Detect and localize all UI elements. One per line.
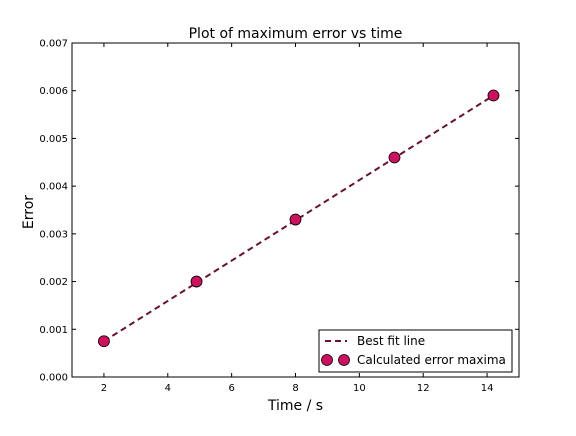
y-tick-label: 0.004	[39, 182, 68, 193]
data-point	[98, 335, 110, 348]
y-tick-label: 0.006	[39, 86, 68, 97]
x-tick-label: 8	[292, 383, 298, 394]
y-tick-label: 0.000	[39, 373, 68, 384]
data-point	[388, 151, 401, 164]
y-axis-label: Error	[21, 195, 37, 229]
x-tick-label: 4	[165, 383, 171, 394]
x-axis-label: Time / s	[267, 398, 323, 414]
legend-label-best-fit: Best fit line	[357, 334, 425, 348]
y-tick-label: 0.005	[39, 134, 68, 145]
legend-marker-1	[321, 354, 333, 366]
data-point	[487, 89, 500, 102]
data-point	[289, 213, 302, 226]
x-tick-label: 12	[417, 383, 430, 394]
legend-label-error-maxima: Calculated error maxima	[357, 353, 506, 367]
axes-frame	[71, 42, 520, 378]
x-tick-label: 14	[481, 383, 494, 394]
data-point	[190, 275, 203, 288]
y-tick-label: 0.002	[39, 277, 68, 288]
legend: Best fit line Calculated error maxima	[318, 329, 513, 373]
x-tick-labels: 2 4 6 8 10 12 14	[101, 383, 494, 394]
x-tick-label: 2	[101, 383, 107, 394]
y-tick-label: 0.007	[39, 39, 68, 50]
y-tick-label: 0.003	[39, 229, 68, 240]
x-tick-label: 10	[353, 383, 366, 394]
legend-box	[318, 329, 513, 373]
legend-marker-2	[338, 354, 350, 366]
axis-ticks	[72, 42, 519, 378]
plot-area	[98, 89, 500, 348]
x-tick-label: 6	[228, 383, 234, 394]
axes-border	[71, 42, 520, 378]
chart-title: Plot of maximum error vs time	[189, 26, 403, 42]
y-tick-label: 0.001	[39, 325, 68, 336]
y-tick-labels: 0.000 0.001 0.002 0.003 0.004 0.005 0.006 0.007	[39, 39, 68, 384]
